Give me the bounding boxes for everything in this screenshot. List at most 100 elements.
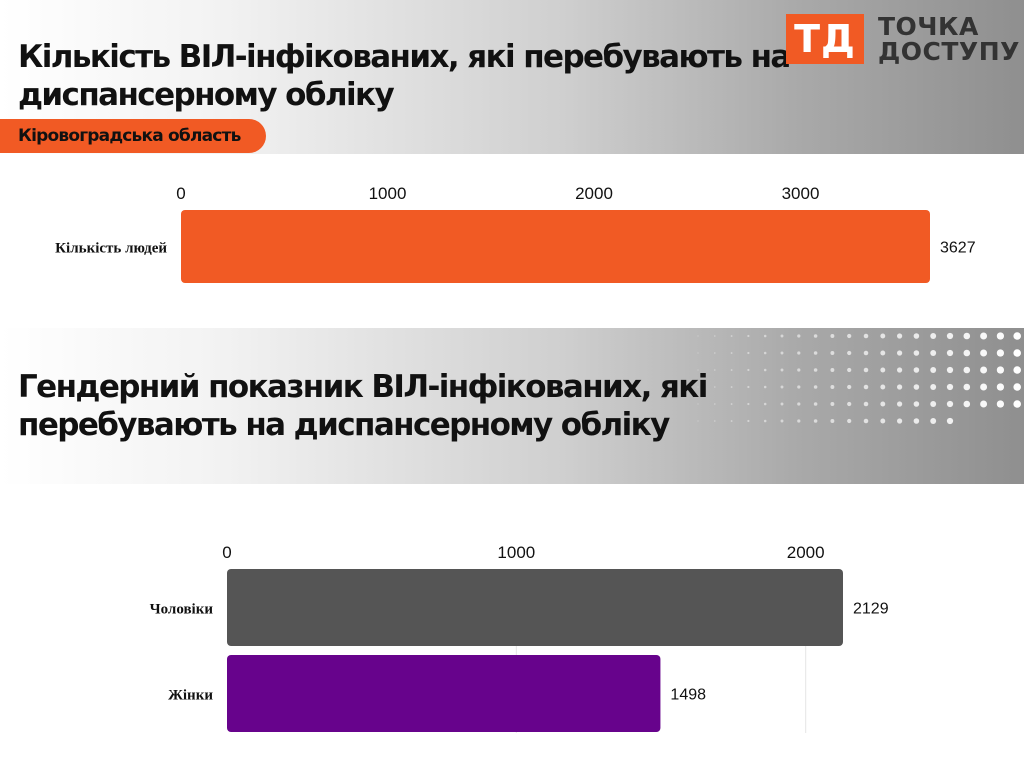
decor-dot: [797, 402, 801, 406]
x-tick-label: 0: [222, 543, 231, 562]
decor-dot: [863, 367, 869, 373]
decor-dot: [763, 385, 767, 389]
decor-dot: [896, 418, 903, 424]
total-count-chart: 0 1000 2000 3000 Кількість людей 3627: [55, 184, 976, 283]
decor-dot: [763, 351, 767, 355]
dot-pattern-decoration: [697, 332, 1021, 425]
decor-dot: [896, 367, 903, 373]
decor-dot: [747, 385, 750, 389]
decor-dot: [847, 350, 852, 356]
decor-dot: [830, 402, 835, 406]
decor-dot: [1013, 349, 1021, 357]
x-tick-label: 1000: [497, 543, 535, 562]
decor-dot: [946, 349, 954, 357]
decor-dot: [730, 403, 733, 405]
data-label: 3627: [940, 240, 976, 257]
decor-dot: [697, 386, 699, 388]
decor-dot: [863, 418, 869, 424]
decor-dot: [697, 420, 699, 422]
decor-dot: [913, 333, 920, 339]
decor-dot: [797, 385, 801, 389]
decor-dot: [813, 419, 818, 423]
decor-dot: [863, 384, 869, 390]
decor-dot: [714, 335, 716, 337]
decor-dot: [747, 368, 750, 372]
decor-dot: [980, 383, 988, 391]
decor-dot: [780, 351, 784, 355]
decor-dot: [730, 369, 733, 371]
decor-dot: [780, 334, 784, 338]
decor-dot: [714, 369, 716, 371]
decor-dot: [697, 352, 699, 354]
decor-dot: [930, 384, 937, 390]
decor-dot: [830, 385, 835, 389]
decor-dot: [797, 334, 801, 338]
decor-dot: [1013, 400, 1021, 408]
chart-title: Кількість ВІЛ-інфікованих, які перебуваю…: [18, 39, 791, 113]
bar: [227, 569, 843, 646]
decor-dot: [913, 401, 920, 407]
decor-dot: [863, 333, 869, 339]
decor-dot: [714, 352, 716, 354]
decor-dot: [930, 367, 937, 373]
decor-dot: [1013, 332, 1021, 340]
logo-word-bottom: ДОСТУПУ: [878, 37, 1020, 66]
decor-dot: [697, 335, 699, 337]
logo-word-top: ТОЧКА: [878, 12, 979, 41]
decor-dot: [813, 368, 818, 372]
decor-dot: [946, 400, 954, 408]
decor-dot: [697, 403, 699, 405]
decor-dot: [747, 419, 750, 423]
decor-dot: [963, 366, 971, 374]
x-tick-label: 3000: [782, 184, 820, 203]
decor-dot: [763, 419, 767, 423]
decor-dot: [763, 334, 767, 338]
data-label: 1498: [670, 687, 706, 704]
decor-dot: [813, 385, 818, 389]
decor-dot: [980, 366, 988, 374]
decor-dot: [896, 384, 903, 390]
decor-dot: [880, 401, 886, 407]
decor-dot: [996, 383, 1005, 391]
decor-dot: [946, 383, 954, 391]
decor-dot: [1013, 366, 1021, 374]
decor-dot: [714, 420, 716, 422]
category-label: Чоловіки: [150, 602, 214, 618]
decor-dot: [880, 350, 886, 356]
decor-dot: [980, 349, 988, 357]
decor-dot: [980, 332, 988, 340]
decor-dot: [747, 334, 750, 338]
decor-dot: [980, 400, 988, 408]
section-band: [0, 328, 1024, 484]
decor-dot: [797, 351, 801, 355]
category-label: Кількість людей: [55, 241, 167, 257]
decor-dot: [863, 350, 869, 356]
x-tick-label: 2000: [787, 543, 825, 562]
decor-dot: [963, 332, 971, 340]
gender-chart: 0 1000 2000 Чоловіки 2129 Жінки 1498: [150, 543, 889, 733]
decor-dot: [930, 350, 937, 356]
brand-logo: ТД ТОЧКА ДОСТУПУ: [786, 14, 1022, 66]
logo-mark: ТД: [786, 14, 864, 64]
decor-dot: [847, 367, 852, 373]
decor-dot: [896, 333, 903, 339]
decor-dot: [830, 419, 835, 423]
decor-dot: [913, 350, 920, 356]
decor-dot: [946, 417, 954, 425]
decor-dot: [930, 401, 937, 407]
decor-dot: [880, 384, 886, 390]
decor-dot: [896, 350, 903, 356]
decor-dot: [880, 418, 886, 424]
decor-dot: [763, 368, 767, 372]
decor-dot: [913, 367, 920, 373]
bar: [181, 210, 930, 283]
decor-dot: [813, 402, 818, 406]
decor-dot: [847, 384, 852, 390]
x-tick-label: 1000: [369, 184, 407, 203]
decor-dot: [863, 401, 869, 407]
decor-dot: [780, 385, 784, 389]
decor-dot: [830, 368, 835, 372]
decor-dot: [730, 335, 733, 337]
decor-dot: [763, 402, 767, 406]
x-tick-label: 2000: [575, 184, 613, 203]
